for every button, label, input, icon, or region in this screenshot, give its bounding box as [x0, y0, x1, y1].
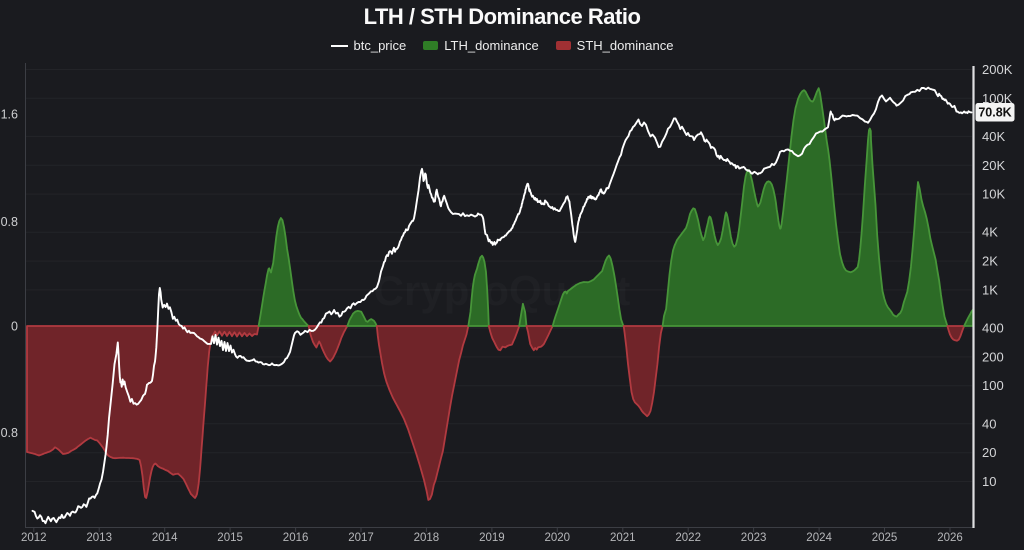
- svg-text:4K: 4K: [982, 225, 998, 240]
- svg-text:0.8: 0.8: [1, 426, 18, 440]
- svg-text:2021: 2021: [610, 532, 636, 544]
- svg-text:400: 400: [982, 321, 1004, 336]
- svg-text:2020: 2020: [545, 532, 571, 544]
- svg-text:200: 200: [982, 349, 1004, 364]
- svg-text:100K: 100K: [982, 91, 1013, 106]
- svg-text:20: 20: [982, 445, 996, 460]
- svg-text:2022: 2022: [675, 532, 701, 544]
- svg-text:2025: 2025: [872, 532, 898, 544]
- svg-text:2017: 2017: [348, 532, 374, 544]
- svg-text:2013: 2013: [86, 532, 112, 544]
- svg-text:0.8: 0.8: [1, 215, 18, 229]
- svg-text:10: 10: [982, 474, 996, 489]
- svg-text:2015: 2015: [217, 532, 243, 544]
- svg-text:1.6: 1.6: [1, 108, 18, 122]
- svg-text:40: 40: [982, 416, 996, 431]
- svg-text:0: 0: [11, 320, 18, 334]
- svg-text:2024: 2024: [806, 532, 832, 544]
- svg-text:2026: 2026: [937, 532, 963, 544]
- svg-text:200K: 200K: [982, 62, 1013, 77]
- svg-text:1K: 1K: [982, 282, 998, 297]
- svg-text:2016: 2016: [283, 532, 309, 544]
- svg-text:2018: 2018: [414, 532, 440, 544]
- svg-text:2014: 2014: [152, 532, 178, 544]
- svg-text:100: 100: [982, 378, 1004, 393]
- svg-text:2023: 2023: [741, 532, 767, 544]
- svg-text:10K: 10K: [982, 187, 1005, 202]
- svg-text:2K: 2K: [982, 254, 998, 269]
- svg-text:40K: 40K: [982, 129, 1005, 144]
- svg-text:2012: 2012: [21, 532, 47, 544]
- svg-text:2019: 2019: [479, 532, 505, 544]
- svg-text:70.8K: 70.8K: [978, 106, 1011, 120]
- svg-text:20K: 20K: [982, 158, 1005, 173]
